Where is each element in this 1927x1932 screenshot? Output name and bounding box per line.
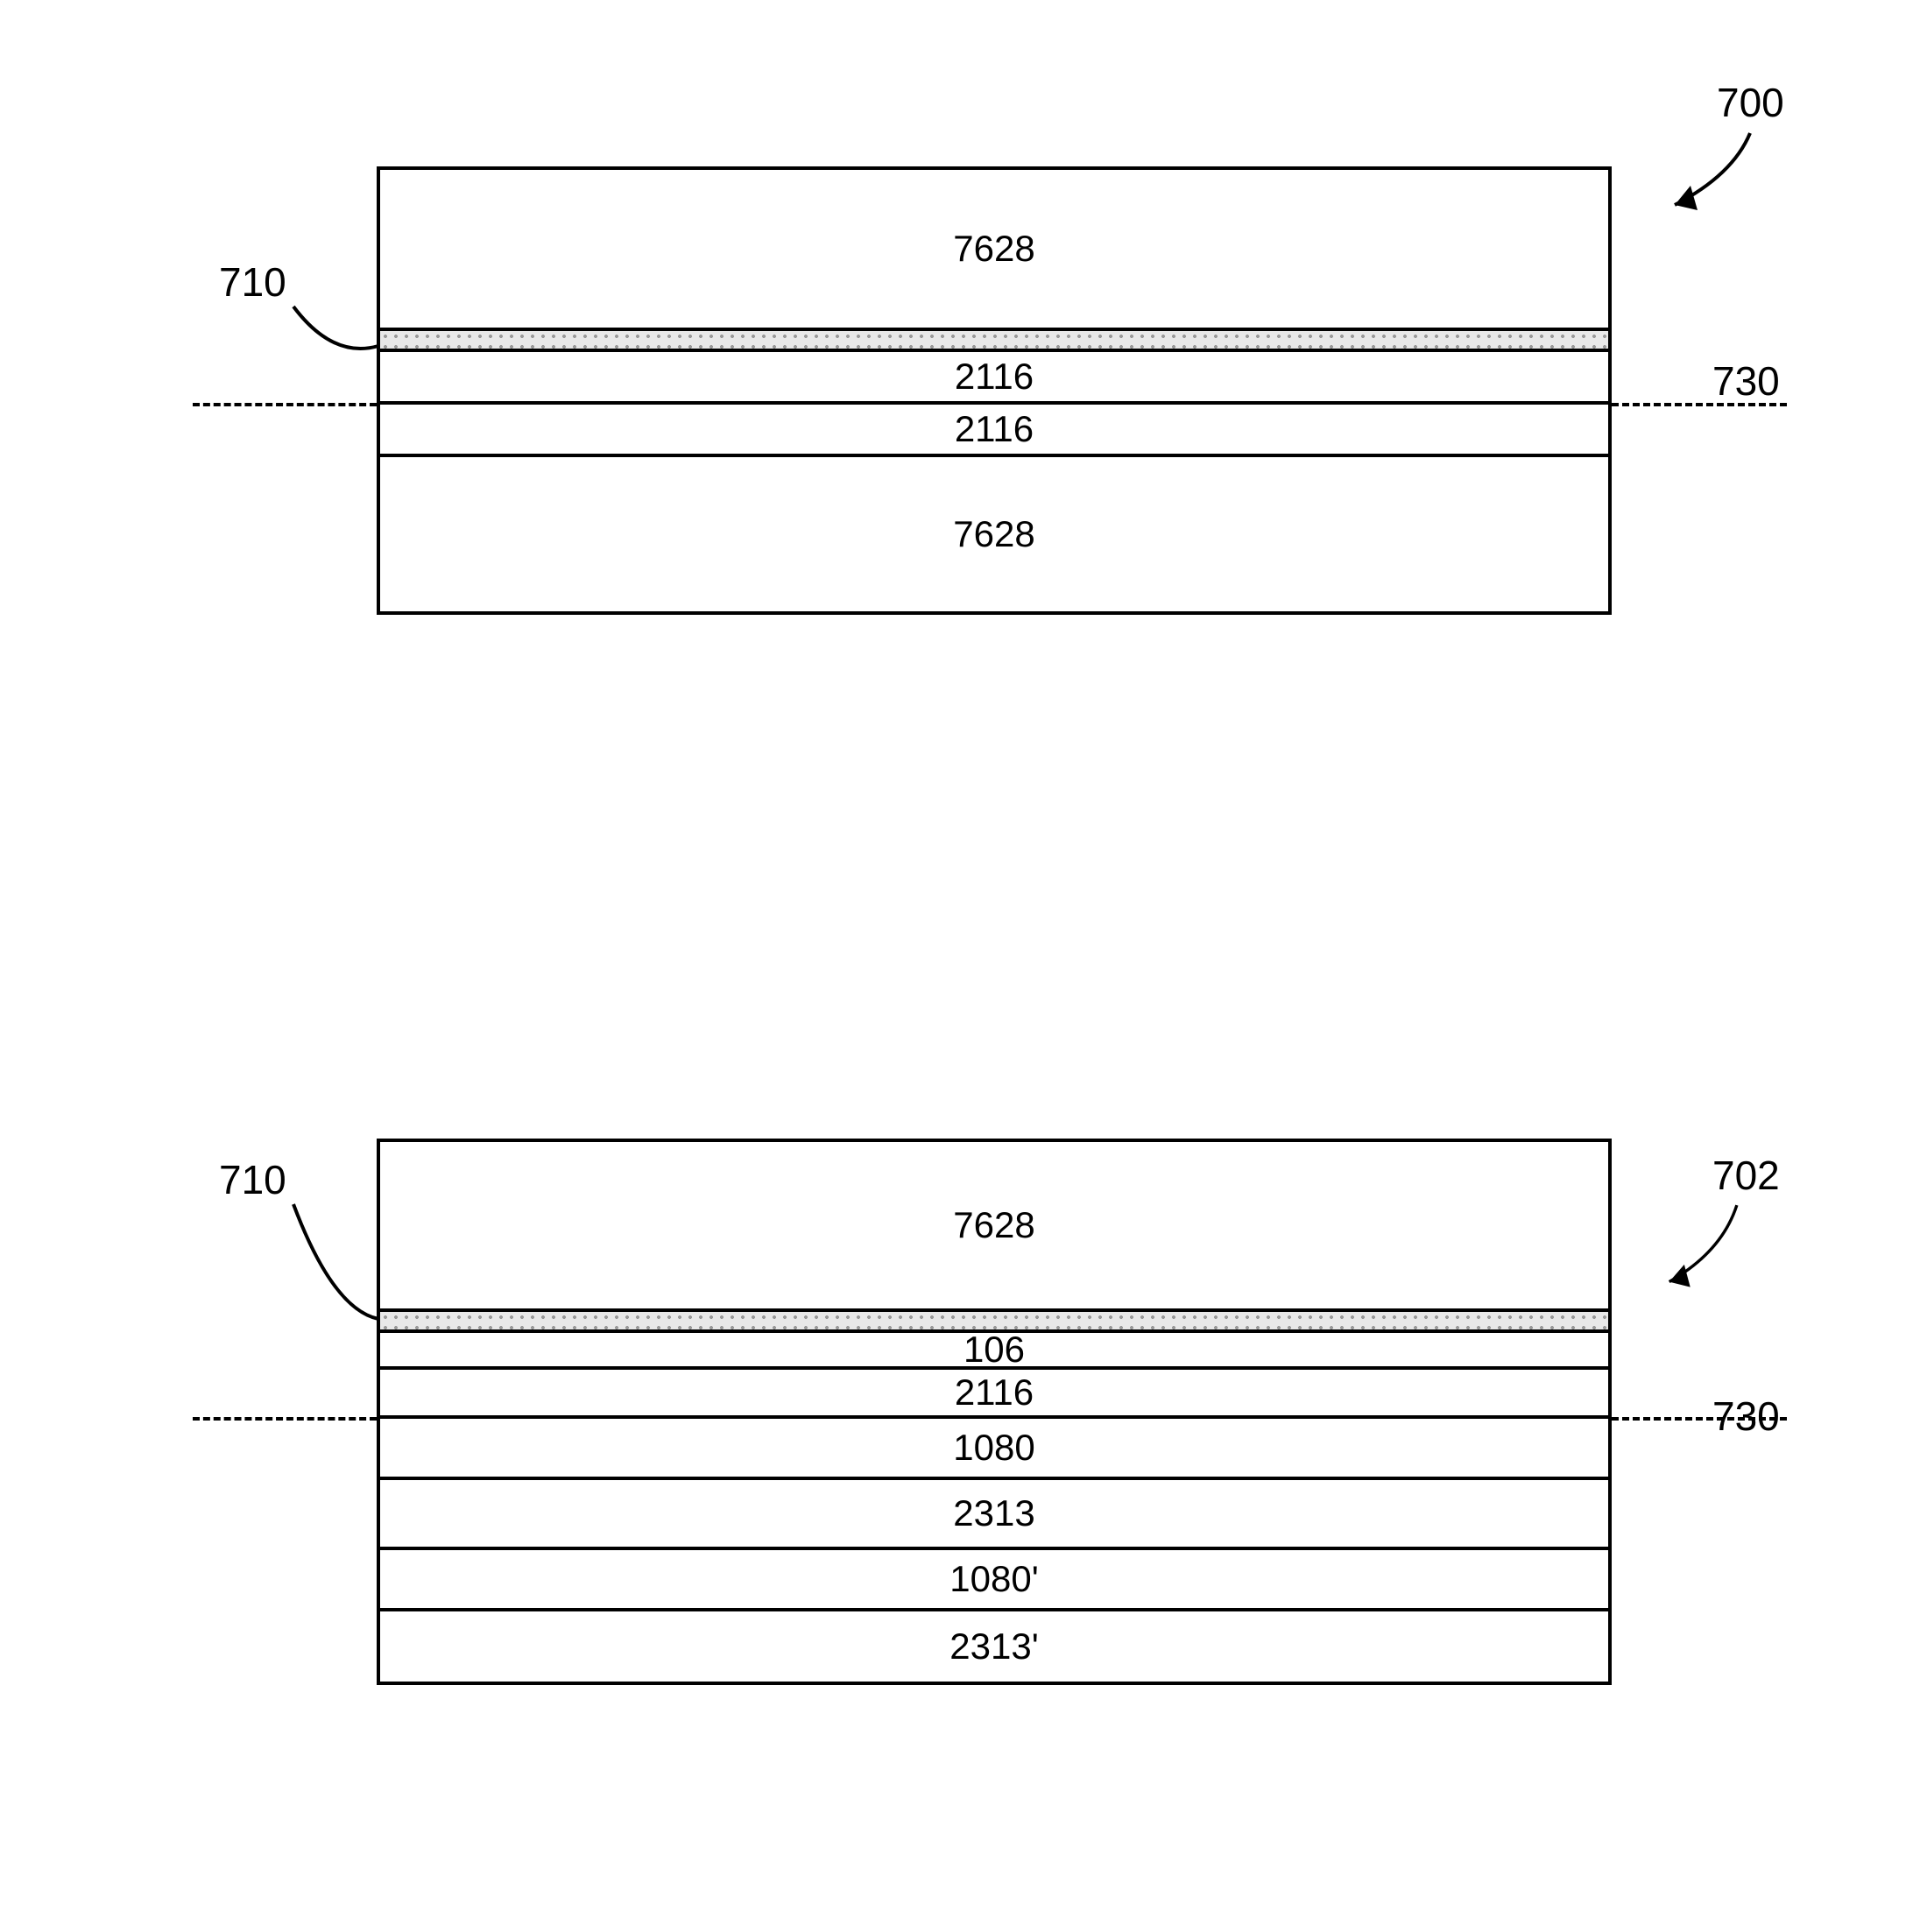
layer-text: 1080 [953, 1427, 1034, 1469]
layer-text: 2313 [953, 1492, 1034, 1534]
layer-2116-lower: 2116 [380, 401, 1608, 454]
centerline-left-bottom [193, 1417, 377, 1421]
layer-2313p: 2313' [380, 1608, 1608, 1682]
layer-text: 2116 [955, 408, 1034, 450]
layer-text: 106 [964, 1329, 1025, 1371]
ref-arrow-700 [1647, 123, 1769, 228]
layer-7628-b1: 7628 [380, 1142, 1608, 1308]
layer-stack-bottom: 7628 106 2116 1080 2313 1080' 2313' [377, 1139, 1612, 1685]
layer-dotted-bottom [380, 1308, 1608, 1329]
layer-text: 7628 [953, 228, 1034, 270]
ref-label-700: 700 [1717, 79, 1784, 126]
leader-curve-710-top [280, 298, 385, 368]
layer-7628-top: 7628 [380, 170, 1608, 328]
leader-label-710-bottom: 710 [219, 1156, 286, 1203]
layer-text: 2116 [955, 1371, 1034, 1414]
ref-arrow-702 [1638, 1195, 1761, 1301]
layer-7628-bottom: 7628 [380, 454, 1608, 611]
leader-label-710-top: 710 [219, 258, 286, 306]
layer-2116-b: 2116 [380, 1366, 1608, 1415]
centerline-label-730-top: 730 [1712, 357, 1780, 405]
layer-2313: 2313 [380, 1477, 1608, 1547]
layer-text: 7628 [953, 513, 1034, 555]
layer-2116-upper: 2116 [380, 349, 1608, 401]
layer-106: 106 [380, 1329, 1608, 1366]
layer-text: 1080' [949, 1558, 1038, 1600]
layer-text: 2116 [955, 356, 1034, 398]
layer-text: 7628 [953, 1204, 1034, 1246]
centerline-label-730-bottom: 730 [1712, 1393, 1780, 1440]
leader-curve-710-bottom [280, 1195, 385, 1336]
layer-1080p: 1080' [380, 1547, 1608, 1608]
layer-1080: 1080 [380, 1415, 1608, 1477]
centerline-left-top [193, 403, 377, 406]
layer-dotted-top [380, 328, 1608, 349]
ref-label-702: 702 [1712, 1152, 1780, 1199]
layer-text: 2313' [949, 1625, 1038, 1668]
layer-stack-top: 7628 2116 2116 7628 [377, 166, 1612, 615]
